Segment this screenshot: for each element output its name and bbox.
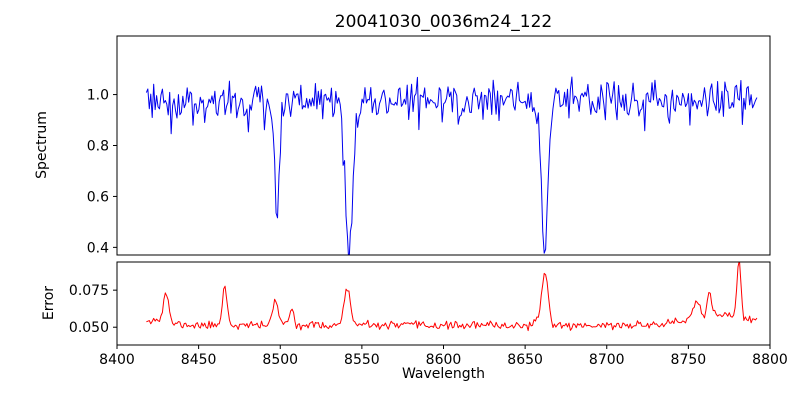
x-tick-label: 8500	[262, 352, 298, 368]
x-tick-label: 8550	[344, 352, 380, 368]
y-tick-label: 0.4	[87, 240, 109, 256]
x-tick-label: 8450	[181, 352, 217, 368]
x-tick-label: 8600	[426, 352, 462, 368]
x-tick-label: 8650	[507, 352, 543, 368]
chart-title: 20041030_0036m24_122	[335, 12, 552, 32]
y-tick-label: 0.8	[87, 139, 109, 155]
y-tick-label: 1.0	[87, 88, 109, 104]
y-axis-label-spectrum: Spectrum	[34, 111, 50, 179]
error-axes-frame	[116, 261, 771, 346]
y-tick-label: 0.6	[87, 189, 109, 205]
y-axis-label-error: Error	[41, 286, 57, 320]
spectrum-y-ticks: 0.4 0.6 0.8 1.0	[87, 88, 117, 256]
x-tick-label: 8800	[752, 352, 788, 368]
x-ticks: 8400 8450 8500 8550 8600 8650 8700 8750 8800	[99, 345, 788, 368]
spectrum-series-line	[145, 76, 758, 255]
x-axis-label: Wavelength	[402, 366, 485, 382]
error-panel: 0.050 0.075 8400 8450 8500 8550 8600 8650 8700 87…	[69, 261, 788, 368]
x-tick-label: 8700	[589, 352, 625, 368]
x-tick-label: 8750	[671, 352, 707, 368]
x-tick-label: 8400	[99, 352, 135, 368]
y-tick-label: 0.050	[69, 320, 109, 336]
spectrum-axes-frame	[116, 35, 771, 256]
spectrum-panel: 0.4 0.6 0.8 1.0	[87, 35, 771, 256]
plot-root: 0.4 0.6 0.8 1.0 0.050 0.075 8400 8450 8500 8550 86…	[69, 35, 788, 368]
error-series-line	[146, 262, 758, 332]
y-tick-label: 0.075	[69, 283, 109, 299]
error-y-ticks: 0.050 0.075	[69, 283, 117, 336]
